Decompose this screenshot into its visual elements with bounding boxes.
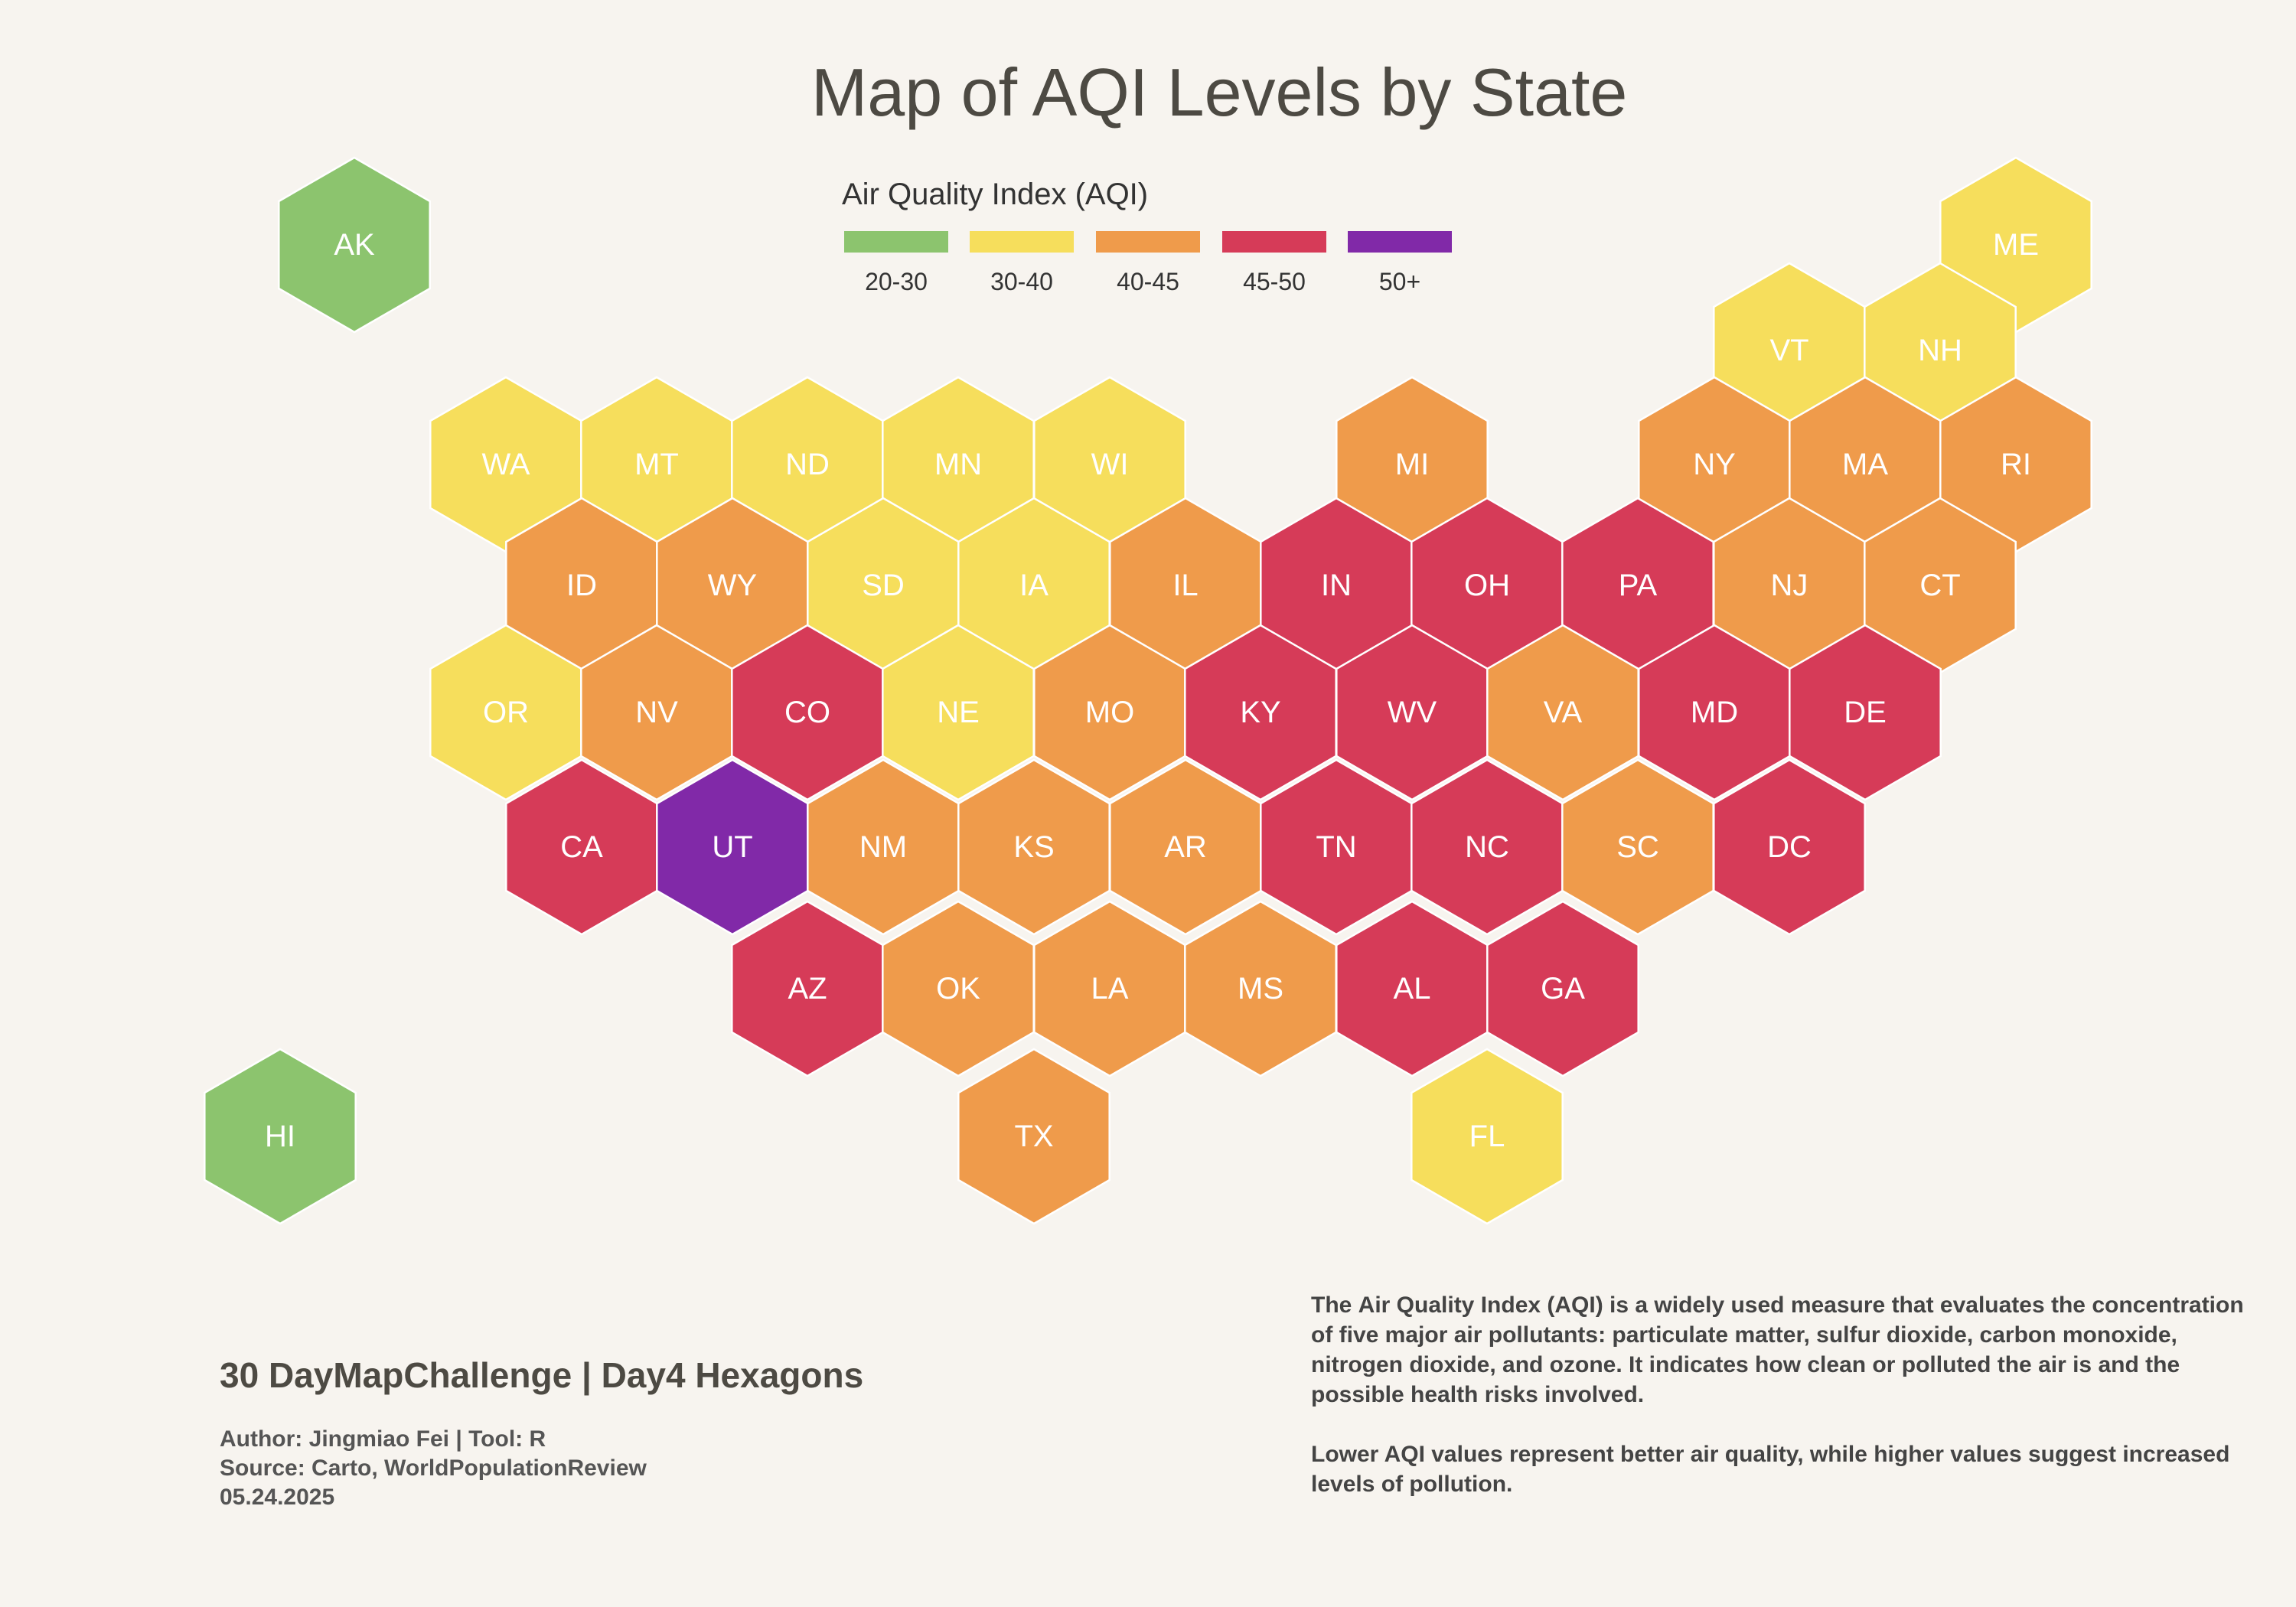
hex-ga <box>1486 900 1639 1077</box>
hex-label-nh: NH <box>1918 334 1962 367</box>
hex-label-de: DE <box>1844 696 1887 729</box>
hex-ak <box>278 156 431 334</box>
hex-label-oh: OH <box>1464 569 1510 602</box>
hex-label-la: LA <box>1091 972 1129 1006</box>
hex-label-al: AL <box>1394 972 1431 1006</box>
legend-label-30-40: 30-40 <box>990 268 1053 295</box>
hex-label-sd: SD <box>862 569 905 602</box>
hex-label-ms: MS <box>1238 972 1283 1006</box>
hex-label-nj: NJ <box>1771 569 1808 602</box>
legend-swatch-45-50 <box>1222 231 1326 253</box>
hex-label-id: ID <box>566 569 597 602</box>
hex-label-hi: HI <box>265 1120 295 1153</box>
hex-label-mn: MN <box>934 448 982 481</box>
hex-label-ar: AR <box>1164 830 1207 864</box>
hex-label-mi: MI <box>1395 448 1429 481</box>
hex-label-ny: NY <box>1693 448 1736 481</box>
description-paragraph-2: Lower AQI values represent better air qu… <box>1311 1442 2230 1497</box>
hex-label-vt: VT <box>1769 334 1808 367</box>
hex-label-ne: NE <box>937 696 980 729</box>
hex-label-az: AZ <box>788 972 827 1006</box>
hex-label-wi: WI <box>1091 448 1129 481</box>
legend-label-40-45: 40-45 <box>1117 268 1179 295</box>
legend-swatch-50-plus <box>1348 231 1452 253</box>
hex-label-wy: WY <box>708 569 757 602</box>
legend-label-45-50: 45-50 <box>1243 268 1306 295</box>
hex-label-ok: OK <box>936 972 980 1006</box>
hex-fl <box>1411 1048 1564 1225</box>
hex-label-ia: IA <box>1019 569 1049 602</box>
hex-label-mo: MO <box>1085 696 1134 729</box>
legend-label-50-plus: 50+ <box>1378 268 1421 295</box>
hex-de <box>1789 624 1942 801</box>
hex-label-ut: UT <box>712 830 752 864</box>
legend-swatch-20-30 <box>844 231 948 253</box>
hex-label-tn: TN <box>1316 830 1356 864</box>
legend-title: Air Quality Index (AQI) <box>842 178 1149 211</box>
footer-heading: 30 DayMapChallenge | Day4 Hexagons <box>220 1355 864 1395</box>
hex-label-md: MD <box>1691 696 1738 729</box>
hex-label-nc: NC <box>1465 830 1509 864</box>
hex-hi <box>204 1048 357 1225</box>
hex-label-wa: WA <box>482 448 530 481</box>
hex-label-nd: ND <box>785 448 830 481</box>
hex-label-ak: AK <box>334 228 375 262</box>
hex-label-wv: WV <box>1388 696 1437 729</box>
hex-label-sc: SC <box>1616 830 1659 864</box>
hex-tx <box>957 1048 1110 1225</box>
hex-label-il: IL <box>1172 569 1198 602</box>
hex-label-nv: NV <box>635 696 678 729</box>
hex-label-ga: GA <box>1541 972 1585 1006</box>
hex-label-in: IN <box>1321 569 1352 602</box>
hex-dc <box>1713 758 1866 936</box>
legend-label-20-30: 20-30 <box>865 268 928 295</box>
hex-label-me: ME <box>1993 228 2039 262</box>
aqi-description: The Air Quality Index (AQI) is a widely … <box>1311 1290 2252 1529</box>
hex-label-dc: DC <box>1767 830 1812 864</box>
footer-author: Author: Jingmiao Fei | Tool: R <box>220 1426 546 1452</box>
footer-source: Source: Carto, WorldPopulationReview <box>220 1455 647 1481</box>
hex-label-va: VA <box>1544 696 1583 729</box>
footer-date: 05.24.2025 <box>220 1485 335 1510</box>
hex-label-ri: RI <box>2001 448 2031 481</box>
description-paragraph-1: The Air Quality Index (AQI) is a widely … <box>1311 1292 2244 1407</box>
hex-label-nm: NM <box>859 830 907 864</box>
legend-swatch-40-45 <box>1096 231 1200 253</box>
hex-label-mt: MT <box>634 448 679 481</box>
hex-label-ky: KY <box>1240 696 1280 729</box>
hex-label-tx: TX <box>1014 1120 1053 1153</box>
hex-label-fl: FL <box>1469 1120 1505 1153</box>
legend-swatch-30-40 <box>970 231 1074 253</box>
map-title: Map of AQI Levels by State <box>811 54 1628 130</box>
hex-label-pa: PA <box>1619 569 1658 602</box>
hex-label-ks: KS <box>1013 830 1054 864</box>
hex-label-ca: CA <box>560 830 603 864</box>
hex-label-ct: CT <box>1919 569 1960 602</box>
hex-label-or: OR <box>483 696 529 729</box>
hex-label-co: CO <box>784 696 830 729</box>
hex-label-ma: MA <box>1842 448 1888 481</box>
